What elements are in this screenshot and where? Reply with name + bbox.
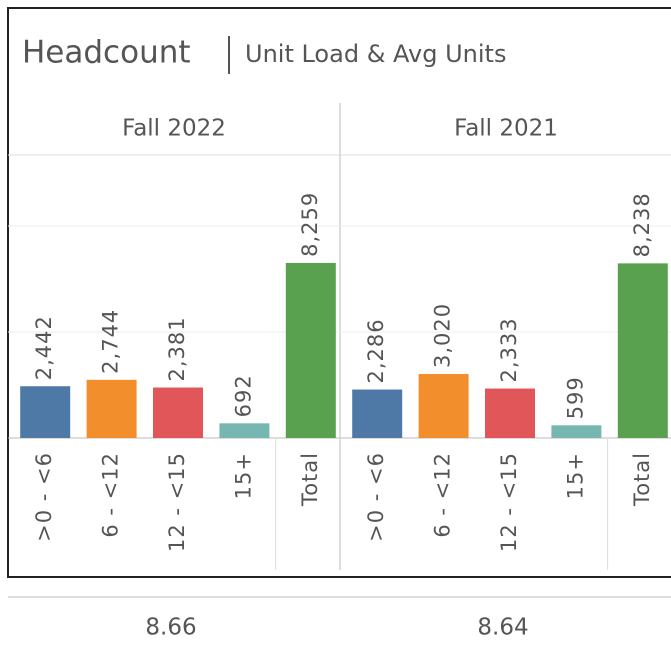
pane-header: Fall 2022 (122, 116, 226, 142)
x-tick-label: 15+ (563, 452, 587, 499)
chart-title: Headcount (22, 35, 191, 71)
avg-units: 8.64 (477, 615, 528, 641)
value-label: 2,286 (364, 318, 388, 383)
bar (617, 263, 668, 438)
value-label: 599 (563, 376, 587, 419)
frame (7, 7, 671, 578)
x-tick-label: Total (298, 452, 322, 507)
bar (418, 373, 469, 438)
x-tick-label: 15+ (231, 452, 255, 499)
value-label: 3,020 (431, 303, 455, 368)
value-label: 2,442 (32, 315, 56, 380)
value-label: 2,744 (99, 309, 123, 374)
pane-header: Fall 2021 (454, 116, 558, 142)
bar (551, 425, 602, 438)
x-tick-label: Total (630, 452, 654, 507)
bar (352, 389, 403, 438)
bar (153, 387, 203, 438)
bar (20, 386, 71, 438)
bar (86, 379, 137, 438)
value-label: 8,259 (298, 192, 322, 257)
avg-units: 8.66 (145, 615, 196, 641)
chart-subtitle: Unit Load & Avg Units (245, 40, 506, 68)
x-tick-label: >0 - <6 (364, 452, 388, 542)
x-tick-label: 12 - <15 (165, 452, 189, 552)
bar (285, 262, 336, 438)
x-tick-label: 6 - <12 (431, 452, 455, 538)
bar (485, 388, 535, 438)
value-label: 2,333 (497, 317, 521, 382)
x-tick-label: >0 - <6 (32, 452, 56, 542)
bar (219, 423, 270, 438)
x-tick-label: 6 - <12 (99, 452, 123, 538)
x-tick-label: 12 - <15 (497, 452, 521, 552)
value-label: 692 (231, 374, 255, 417)
value-label: 8,238 (630, 192, 654, 257)
value-label: 2,381 (165, 316, 189, 381)
